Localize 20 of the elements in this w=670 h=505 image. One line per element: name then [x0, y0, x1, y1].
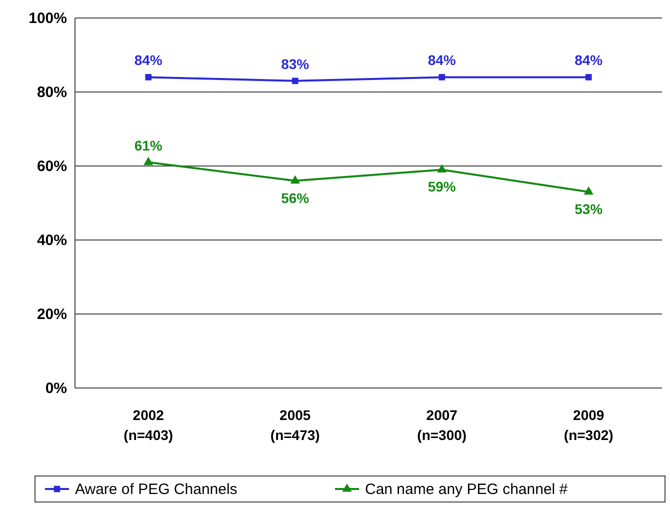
data-label: 59% — [428, 178, 456, 195]
data-label: 56% — [281, 190, 310, 206]
data-label: 84% — [574, 52, 604, 68]
y-tick-label: 20% — [36, 306, 67, 323]
x-tick-label: 2007 (n=300) — [417, 407, 467, 443]
data-label: 83% — [281, 56, 310, 72]
data-label: 53% — [574, 200, 604, 217]
data-label: 61% — [134, 137, 163, 154]
y-tick-label: 60% — [36, 158, 67, 175]
y-tick-label: 80% — [36, 84, 67, 101]
y-tick-label: 100% — [28, 10, 67, 27]
x-tick-label: 2002 (n=403) — [124, 407, 174, 443]
x-tick-label: 2005 (n=473) — [270, 407, 320, 443]
data-label: 84% — [428, 52, 456, 68]
y-tick-label: 0% — [45, 380, 67, 397]
y-tick-label: 40% — [36, 232, 67, 249]
data-label: 84% — [134, 52, 163, 68]
x-tick-label: 2009 (n=302) — [564, 407, 614, 443]
legend-label: Can name any PEG channel # — [365, 481, 568, 498]
legend-label: Aware of PEG Channels — [75, 481, 238, 498]
